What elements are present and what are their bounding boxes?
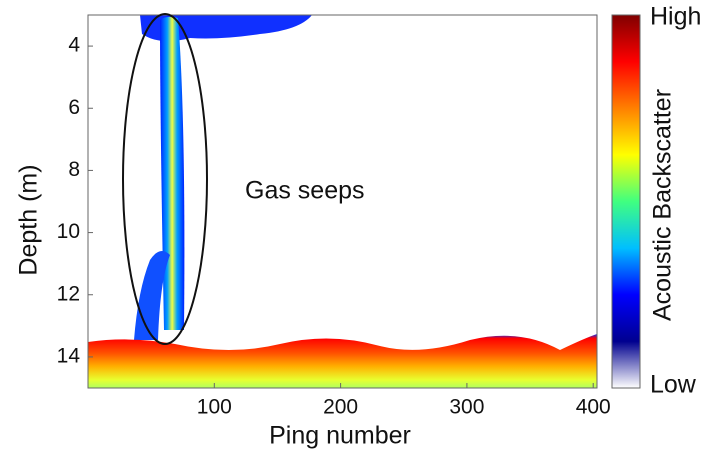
x-tick-label: 400	[576, 396, 611, 419]
annotation: Gas seeps	[245, 177, 365, 205]
y-tick-label: 10	[57, 220, 80, 243]
colorbar-label: Acoustic Backscatter	[649, 89, 677, 321]
echogram	[88, 15, 597, 388]
y-tick-label: 6	[68, 96, 80, 119]
y-axis-label: Depth (m)	[15, 164, 43, 275]
seabed	[88, 334, 597, 388]
surface-scatter	[140, 15, 312, 42]
y-tick-label: 8	[68, 158, 80, 181]
y-tick-label: 14	[57, 344, 81, 367]
x-tick-label: 100	[197, 396, 232, 419]
y-tick-label: 4	[68, 34, 80, 57]
x-tick-label: 200	[323, 396, 358, 419]
colorbar	[611, 14, 641, 389]
annotation-ellipse	[122, 13, 208, 345]
x-axis-label: Ping number	[269, 422, 411, 450]
colorbar-low: Low	[650, 371, 697, 399]
colorbar-high: High	[650, 3, 701, 31]
plume	[160, 16, 185, 330]
plot-frame	[87, 14, 598, 389]
y-tick-label: 12	[57, 282, 80, 305]
x-tick-label: 300	[449, 396, 484, 419]
